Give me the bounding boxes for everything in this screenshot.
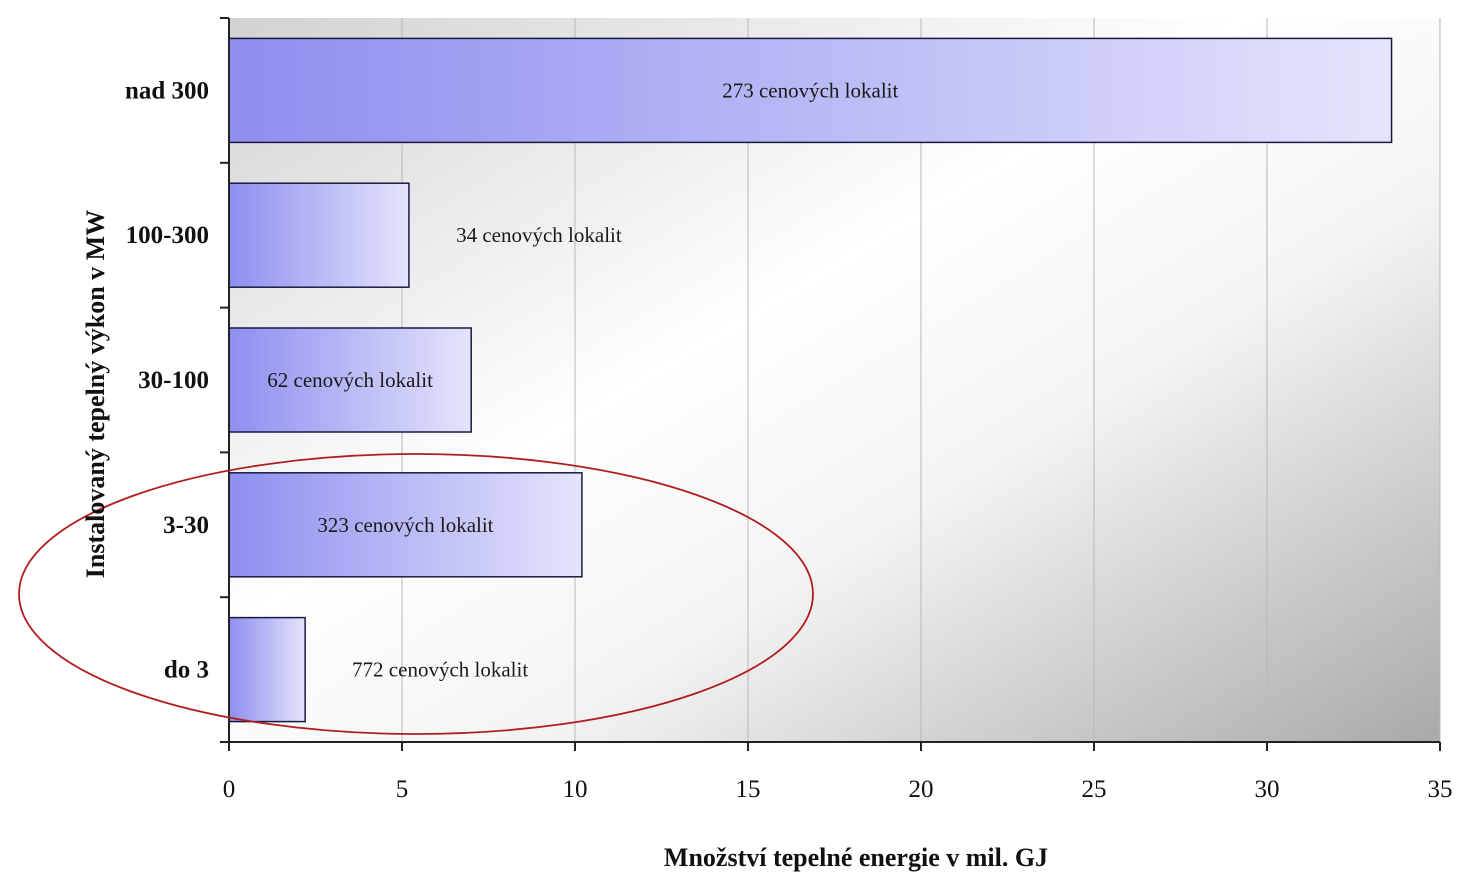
bar xyxy=(228,182,410,288)
axis-ticks xyxy=(220,17,1441,751)
x-axis-title: Množství tepelné energie v mil. GJ xyxy=(664,843,1048,872)
y-category-label: do 3 xyxy=(164,657,209,684)
y-axis-title: Instalovaný tepelný výkon v MW xyxy=(81,210,110,578)
y-category-label: nad 300 xyxy=(125,77,209,104)
y-category-label: 100-300 xyxy=(126,222,209,249)
x-tick-label: 35 xyxy=(1428,776,1453,803)
x-tick-label: 25 xyxy=(1082,776,1107,803)
y-category-label: 3-30 xyxy=(163,512,209,539)
x-tick-labels: 0 5 10 15 20 25 30 35 xyxy=(223,776,1453,803)
bar-data-label: 273 cenových lokalit xyxy=(722,78,898,102)
x-tick-label: 15 xyxy=(736,776,761,803)
x-tick-label: 10 xyxy=(563,776,588,803)
highlight-ellipse xyxy=(18,453,814,735)
bar xyxy=(228,616,306,723)
bar xyxy=(228,37,1393,144)
x-tick-label: 5 xyxy=(396,776,409,803)
bar-data-label: 323 cenových lokalit xyxy=(317,513,493,537)
bar-data-label: 772 cenových lokalit xyxy=(352,658,528,682)
bar-data-labels: 273 cenových lokalit 34 cenových lokalit 6… xyxy=(267,78,898,681)
x-tick-label: 30 xyxy=(1255,776,1280,803)
y-category-labels: nad 300 100-300 30-100 3-30 do 3 xyxy=(125,77,209,683)
x-tick-label: 0 xyxy=(223,776,236,803)
x-tick-label: 20 xyxy=(909,776,934,803)
bars xyxy=(228,37,1393,723)
bar xyxy=(228,472,583,578)
bar-data-label: 62 cenových lokalit xyxy=(267,368,433,392)
y-category-label: 30-100 xyxy=(138,367,209,394)
bar-data-label: 34 cenových lokalit xyxy=(456,223,622,247)
